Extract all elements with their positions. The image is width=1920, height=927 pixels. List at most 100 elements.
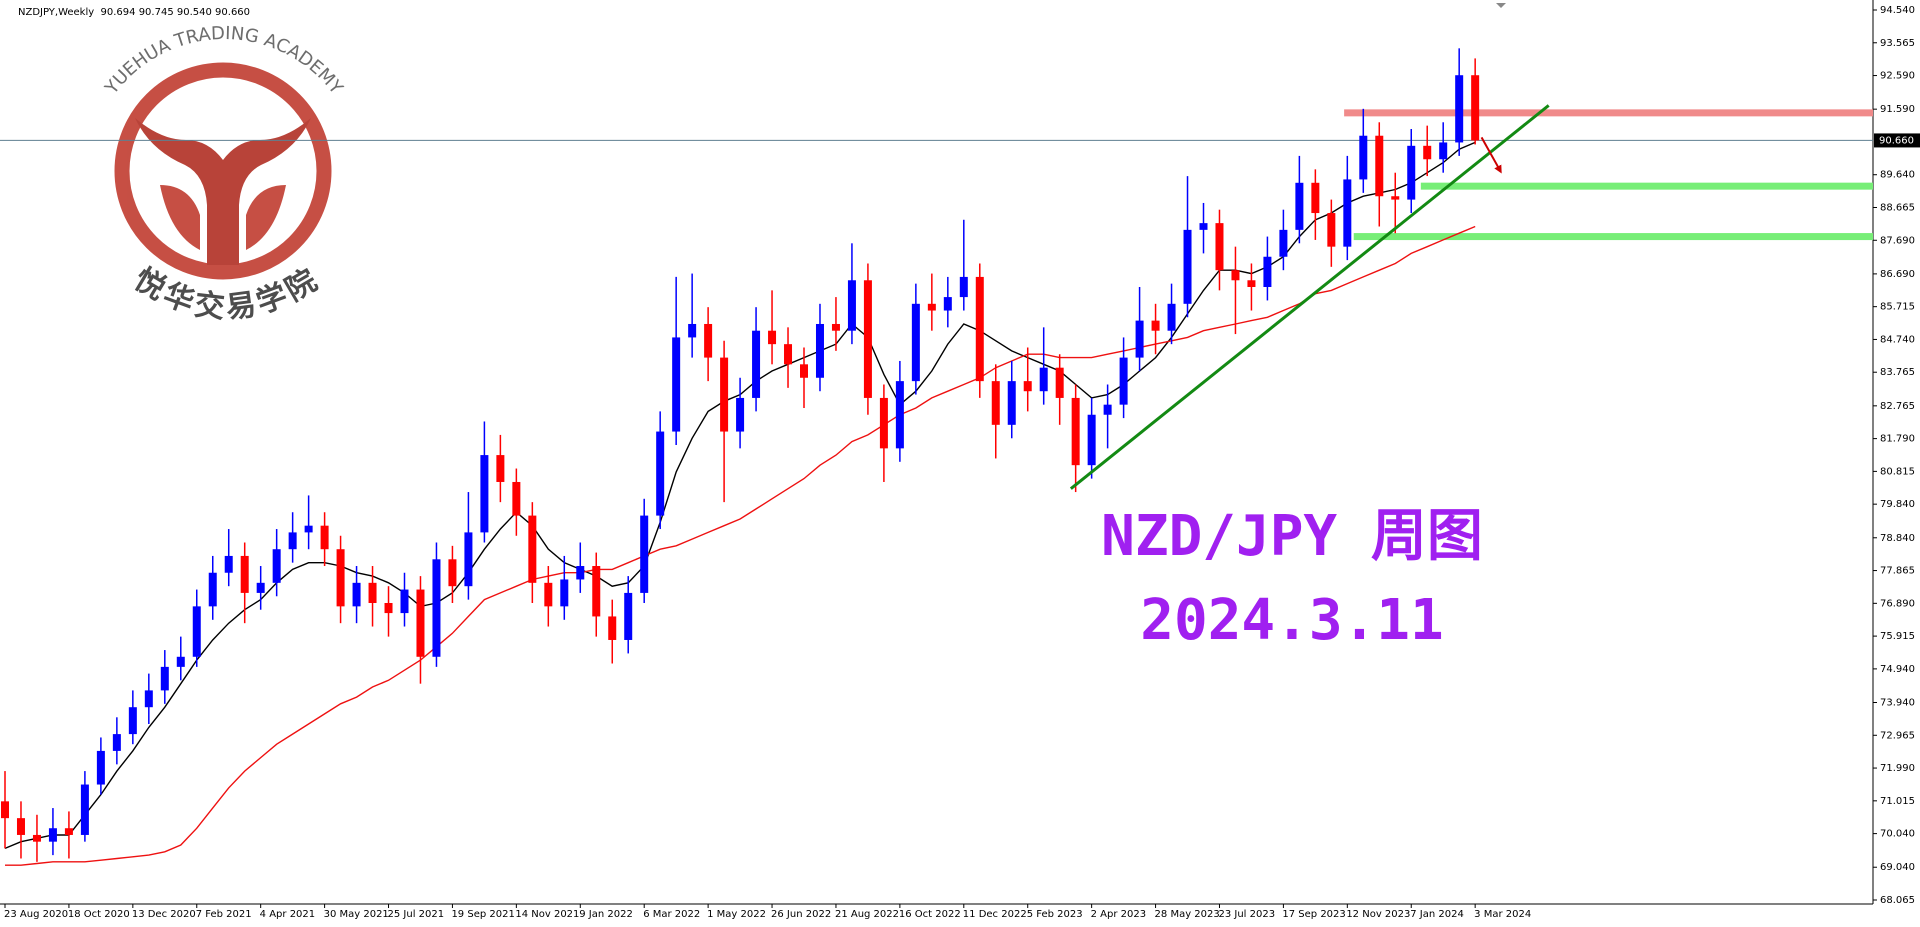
y-tick-label: 68.065 (1880, 895, 1915, 906)
candle-body (1087, 414, 1096, 466)
x-tick-label: 7 Jan 2024 (1410, 909, 1464, 920)
candle-body (272, 549, 281, 583)
candle-body (768, 330, 777, 345)
y-tick-label: 85.715 (1880, 302, 1915, 313)
x-tick-label: 21 Aug 2022 (835, 909, 899, 920)
x-tick-label: 30 May 2021 (324, 909, 389, 920)
candle-body (1039, 367, 1048, 392)
candle-body (704, 323, 713, 358)
candle-body (352, 582, 361, 607)
candle-body (208, 572, 217, 607)
candle-body (975, 276, 984, 382)
zone (1344, 109, 1873, 117)
candle-body (1199, 223, 1208, 230)
y-tick-label: 76.890 (1880, 598, 1915, 609)
x-tick-label: 25 Jul 2021 (388, 909, 445, 920)
candle-body (384, 602, 393, 614)
y-tick-label: 89.640 (1880, 170, 1915, 181)
x-tick-label: 23 Jul 2023 (1218, 909, 1275, 920)
candle-body (48, 828, 57, 842)
candle-body (480, 455, 489, 533)
candle-body (863, 280, 872, 398)
candle-body (1135, 320, 1144, 358)
candle-body (608, 616, 617, 640)
candle-body (544, 582, 553, 607)
candle-body (1391, 196, 1400, 200)
x-tick-label: 23 Aug 2020 (4, 909, 68, 920)
candle-body (1439, 142, 1448, 160)
candle-body (464, 532, 473, 587)
candle-body (991, 381, 1000, 425)
candle-body (576, 566, 585, 580)
y-tick-label: 69.040 (1880, 862, 1915, 873)
candle-body (1247, 280, 1256, 288)
y-tick-label: 87.690 (1880, 235, 1915, 246)
candle-body (1455, 75, 1464, 143)
candle-body (320, 525, 329, 550)
candle-body (672, 337, 681, 432)
y-tick-label: 77.865 (1880, 566, 1915, 577)
arrow (1480, 136, 1502, 174)
logo-text-path: YUEHUA TRADING ACADEMY (101, 23, 348, 99)
y-tick-label: 94.540 (1880, 5, 1915, 16)
candle-body (1327, 213, 1336, 247)
candle-body (512, 481, 521, 516)
price-label-bg (1874, 133, 1920, 148)
y-tick-label: 75.915 (1880, 631, 1915, 642)
candle-body (1295, 182, 1304, 230)
candle-body (592, 566, 601, 617)
candle-body (192, 606, 201, 657)
y-tick-label: 79.840 (1880, 499, 1915, 510)
candle-body (336, 549, 345, 607)
candle-body (240, 555, 249, 593)
candle-body (1375, 135, 1384, 197)
candle-body (784, 344, 793, 365)
candle-body (1071, 397, 1080, 466)
candle-body (1055, 367, 1064, 398)
zone (1420, 182, 1873, 190)
y-tick-label: 84.740 (1880, 334, 1915, 345)
candle-body (640, 515, 649, 593)
y-tick-label: 82.765 (1880, 401, 1915, 412)
candle-body (224, 555, 233, 573)
price-label: 90.660 (1879, 135, 1914, 146)
x-tick-label: 13 Dec 2020 (132, 909, 196, 920)
x-tick-label: 19 Sep 2021 (451, 909, 514, 920)
candle-body (959, 276, 968, 298)
x-tick-label: 7 Feb 2021 (196, 909, 252, 920)
candle-body (1279, 229, 1288, 257)
candle-body (128, 707, 137, 735)
y-tick-label: 71.990 (1880, 763, 1915, 774)
candle-body (288, 532, 297, 550)
moving-average (5, 225, 1476, 866)
candle-body (80, 784, 89, 835)
candle-body (879, 397, 888, 449)
candle-body (1343, 179, 1352, 247)
y-tick-label: 86.690 (1880, 269, 1915, 280)
x-tick-label: 26 Jun 2022 (771, 909, 831, 920)
x-tick-label: 4 Apr 2021 (260, 909, 315, 920)
x-tick-label: 9 Jan 2022 (579, 909, 633, 920)
candle-body (831, 323, 840, 331)
candle-body (496, 455, 505, 482)
y-tick-label: 72.965 (1880, 730, 1915, 741)
shift-marker (1496, 3, 1506, 8)
y-tick-label: 83.765 (1880, 367, 1915, 378)
candle-body (1231, 270, 1240, 281)
y-tick-label: 92.590 (1880, 71, 1915, 82)
y-tick-label: 80.815 (1880, 466, 1915, 477)
x-tick-label: 2 Apr 2023 (1091, 909, 1146, 920)
y-tick-label: 74.940 (1880, 664, 1915, 675)
candle-body (176, 656, 185, 667)
zone (1353, 233, 1873, 241)
y-tick-label: 73.940 (1880, 698, 1915, 709)
candle-body (1, 801, 9, 819)
candle-body (528, 515, 537, 583)
x-tick-label: 18 Oct 2020 (68, 909, 130, 920)
x-tick-label: 5 Feb 2023 (1027, 909, 1083, 920)
candle-body (800, 364, 808, 378)
candle-body (911, 303, 920, 382)
candle-body (432, 559, 441, 657)
candle-body (112, 734, 121, 751)
candle-body (64, 828, 73, 835)
